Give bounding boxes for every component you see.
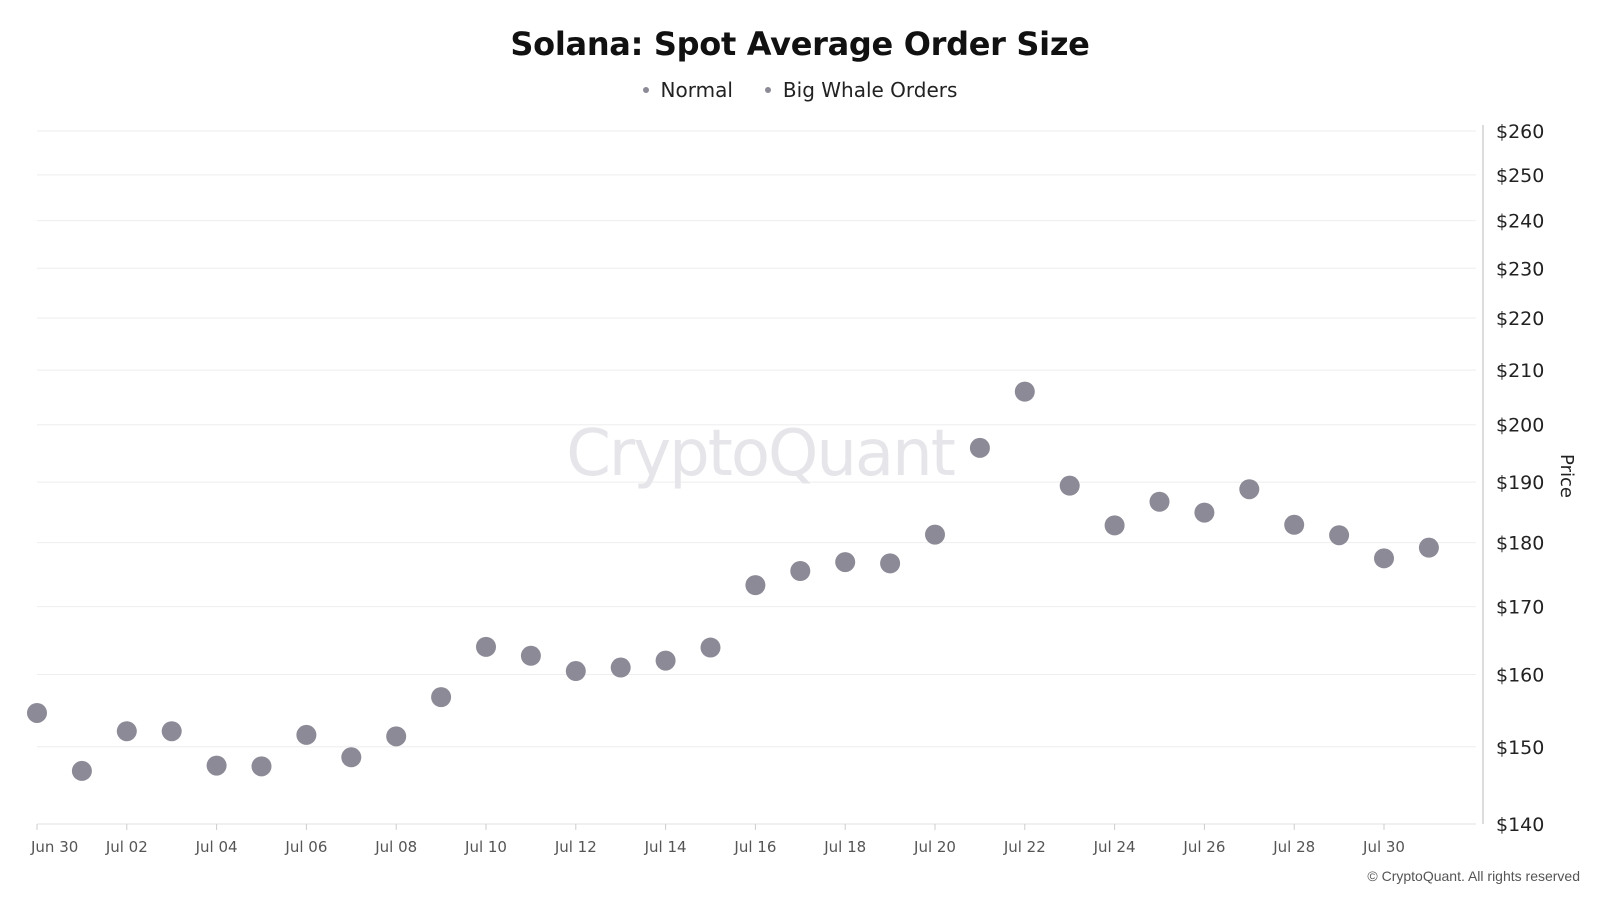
legend-item-normal[interactable]: Normal (642, 78, 733, 102)
data-point[interactable] (1418, 537, 1439, 558)
y-tick-label: $210 (1496, 360, 1544, 382)
x-tick-label: Jul 04 (195, 838, 238, 856)
data-point[interactable] (1374, 548, 1394, 569)
data-point[interactable] (610, 657, 631, 678)
x-tick-label: Jul 26 (1182, 838, 1225, 856)
y-tick-label: $150 (1496, 737, 1544, 759)
x-tick-label: Jul 16 (733, 838, 776, 856)
x-tick-label: Jul 06 (284, 838, 327, 856)
data-point[interactable] (745, 575, 766, 596)
legend-marker-normal (642, 87, 649, 93)
legend-label-normal: Normal (660, 78, 733, 102)
y-tick-label: $200 (1496, 415, 1544, 437)
data-point[interactable] (1014, 381, 1035, 402)
data-point[interactable] (71, 760, 92, 781)
data-points (27, 381, 1439, 781)
data-point[interactable] (565, 661, 586, 682)
y-tick-label: $250 (1496, 165, 1544, 187)
legend-marker-big-whale-orders (764, 87, 771, 93)
x-tick-label: Jul 10 (464, 838, 507, 856)
y-tick-labels: $140 $150 $160 $170 $180 $190 $200 $210 $220 $230… (1496, 121, 1544, 836)
data-point[interactable] (700, 637, 721, 658)
chart-title: Solana: Spot Average Order Size (510, 25, 1090, 63)
y-tick-label: $160 (1496, 665, 1544, 687)
data-point[interactable] (520, 645, 541, 666)
y-tick-label: $220 (1496, 308, 1544, 330)
x-tick-label: Jul 22 (1003, 838, 1046, 856)
x-tick-label: Jul 14 (644, 838, 687, 856)
data-point[interactable] (116, 721, 137, 742)
data-point[interactable] (1239, 479, 1260, 500)
copyright-notice: © CryptoQuant. All rights reserved (1367, 868, 1580, 884)
data-point[interactable] (790, 561, 811, 582)
y-tick-label: $190 (1496, 472, 1544, 494)
y-tick-label: $140 (1496, 814, 1544, 836)
y-tick-label: $230 (1496, 258, 1544, 280)
legend-label-big-whale-orders: Big Whale Orders (782, 78, 958, 102)
x-tick-label: Jul 12 (554, 838, 597, 856)
gridlines (37, 130, 1476, 748)
data-point[interactable] (341, 747, 362, 768)
legend-item-big-whale-orders[interactable]: Big Whale Orders (764, 78, 958, 102)
data-point[interactable] (969, 437, 990, 458)
data-point[interactable] (27, 702, 47, 723)
data-point[interactable] (1104, 515, 1125, 536)
data-point[interactable] (431, 687, 452, 708)
data-point[interactable] (925, 524, 945, 545)
y-tick-label: $260 (1496, 121, 1544, 143)
y-tick-label: $170 (1496, 597, 1544, 619)
data-point[interactable] (880, 553, 901, 574)
y-axis-label: Price (1556, 454, 1577, 498)
data-point[interactable] (1284, 514, 1305, 535)
x-tick-label: Jul 08 (374, 838, 417, 856)
data-point[interactable] (1149, 491, 1170, 512)
x-tick-label: Jul 30 (1362, 838, 1405, 856)
data-point[interactable] (835, 552, 856, 573)
data-point[interactable] (476, 636, 496, 657)
chart-legend: Normal Big Whale Orders (0, 78, 1600, 102)
x-tick-label: Jun 30 (30, 838, 78, 856)
x-tick-label: Jul 20 (913, 838, 956, 856)
watermark: CryptoQuant (566, 417, 954, 491)
data-point[interactable] (296, 724, 317, 745)
data-point[interactable] (655, 650, 676, 671)
x-tick-label: Jul 02 (105, 838, 148, 856)
x-tick-label: Jul 28 (1272, 838, 1315, 856)
data-point[interactable] (1194, 502, 1215, 523)
data-point[interactable] (251, 756, 272, 777)
data-point[interactable] (1059, 475, 1080, 496)
data-point[interactable] (206, 755, 227, 776)
y-tick-label: $240 (1496, 211, 1544, 233)
data-point[interactable] (386, 726, 407, 747)
x-tick-label: Jul 18 (823, 838, 866, 856)
data-point[interactable] (161, 721, 182, 742)
y-tick-label: $180 (1496, 533, 1544, 555)
x-tick-label: Jul 24 (1093, 838, 1136, 856)
data-point[interactable] (1329, 525, 1350, 546)
x-tick-labels: Jun 30 Jul 02 Jul 04 Jul 06 Jul 08 Jul 10 Jul … (30, 824, 1405, 856)
